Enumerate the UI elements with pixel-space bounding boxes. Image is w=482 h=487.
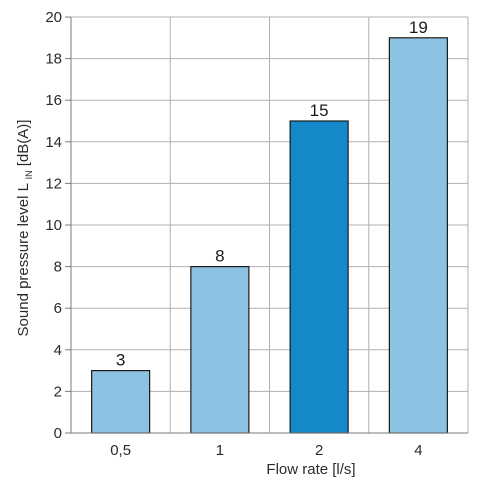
x-axis-title: Flow rate [l/s] [266,461,355,478]
y-axis-title-main: Sound pressure level L [15,183,32,336]
y-axis-title: Sound pressure level L IN [dB(A)] [15,120,36,337]
bar [190,266,250,434]
y-tick-label: 4 [54,342,62,359]
x-tick-label: 1 [216,442,224,459]
y-tick-label: 18 [45,51,62,68]
axes [65,16,468,434]
y-tick-label: 16 [45,92,62,109]
y-axis-title-suffix: [dB(A)] [15,120,32,167]
bar-value-label: 15 [310,101,329,120]
y-tick-label: 10 [45,217,62,234]
bar-value-label: 3 [116,351,125,370]
y-tick-label: 14 [45,134,62,151]
y-tick-label: 12 [45,175,62,192]
y-axis-title-subscript: IN [24,170,34,179]
bar-value-label: 8 [215,247,224,266]
bars [91,37,448,434]
bar-value-label: 19 [409,18,428,37]
x-tick-label: 4 [414,442,422,459]
bar [91,370,151,434]
y-tick-label: 8 [54,259,62,276]
y-tick-label: 0 [54,425,62,442]
x-tick-label: 0,5 [110,442,131,459]
y-tick-label: 2 [54,383,62,400]
x-tick-label: 2 [315,442,323,459]
y-tick-label: 6 [54,300,62,317]
bar [388,37,448,434]
bar [289,120,349,434]
y-tick-label: 20 [45,9,62,26]
labels: 0 2 4 6 8 10 12 14 16 18 20 3 0,5 8 1 15 2 19 4 [45,9,428,459]
